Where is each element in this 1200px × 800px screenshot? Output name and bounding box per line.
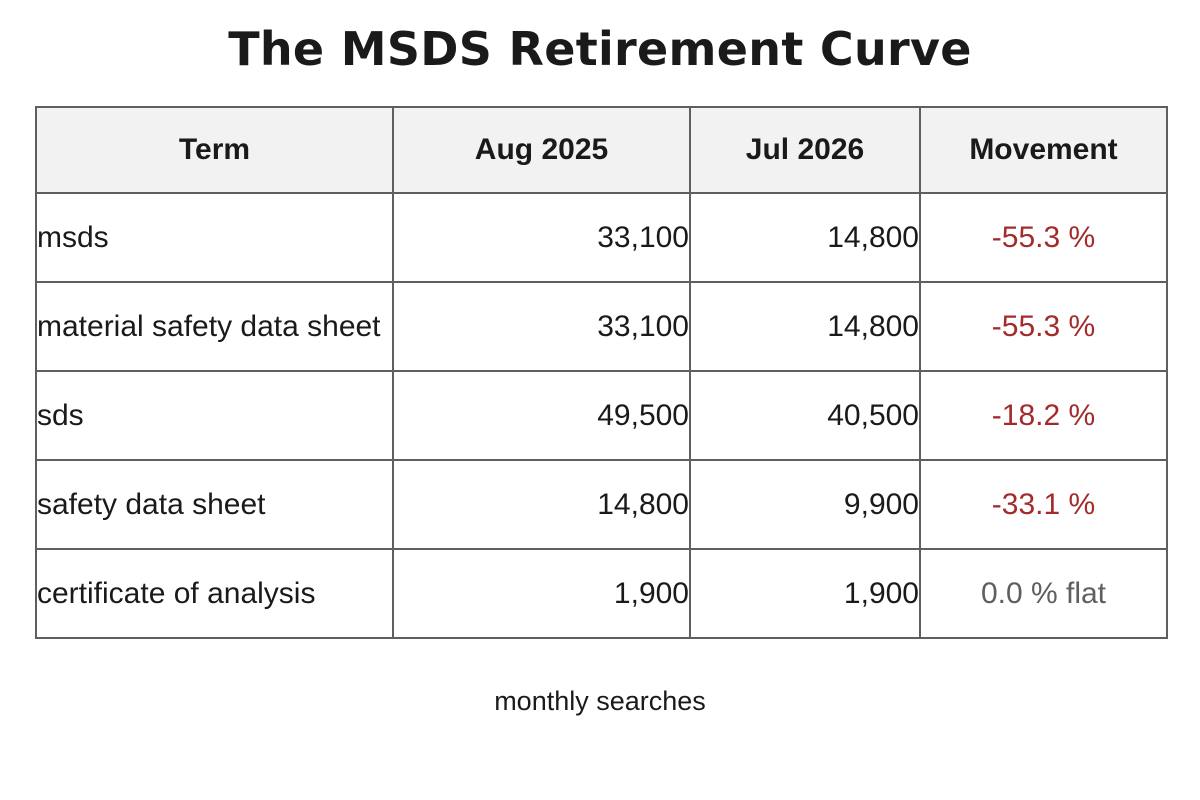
jul-2026-value: 1,900 [689,548,921,639]
term-cell: certificate of analysis [35,548,394,639]
movement-value: -55.3 % [919,192,1168,283]
term-cell: material safety data sheet [35,281,394,372]
jul-2026-value: 9,900 [689,459,921,550]
column-header-term: Term [35,106,394,194]
movement-value: -18.2 % [919,370,1168,461]
jul-2026-value: 14,800 [689,192,921,283]
aug-2025-value: 49,500 [392,370,691,461]
table-row: sds 49,500 40,500 -18.2 % [35,370,1168,461]
aug-2025-value: 1,900 [392,548,691,639]
movement-value: -55.3 % [919,281,1168,372]
jul-2026-value: 14,800 [689,281,921,372]
table-body: msds 33,100 14,800 -55.3 % material safety d… [35,192,1168,639]
table-row: certificate of analysis 1,900 1,900 0.0 % f… [35,548,1168,639]
table-row: msds 33,100 14,800 -55.3 % [35,192,1168,283]
chart-title: The MSDS Retirement Curve [228,22,972,76]
jul-2026-value: 40,500 [689,370,921,461]
search-volume-table: Term Aug 2025 Jul 2026 Movement msds 33,1… [35,106,1168,639]
column-header-aug-2025: Aug 2025 [392,106,691,194]
units-note: monthly searches [494,686,706,716]
table-row: safety data sheet 14,800 9,900 -33.1 % [35,459,1168,550]
column-header-movement: Movement [919,106,1168,194]
movement-value: 0.0 % flat [919,548,1168,639]
column-header-jul-2026: Jul 2026 [689,106,921,194]
aug-2025-value: 33,100 [392,281,691,372]
term-cell: msds [35,192,394,283]
table-row: material safety data sheet 33,100 14,800 -5… [35,281,1168,372]
aug-2025-value: 14,800 [392,459,691,550]
table-header-row: Term Aug 2025 Jul 2026 Movement [35,106,1168,194]
aug-2025-value: 33,100 [392,192,691,283]
term-cell: safety data sheet [35,459,394,550]
term-cell: sds [35,370,394,461]
movement-value: -33.1 % [919,459,1168,550]
